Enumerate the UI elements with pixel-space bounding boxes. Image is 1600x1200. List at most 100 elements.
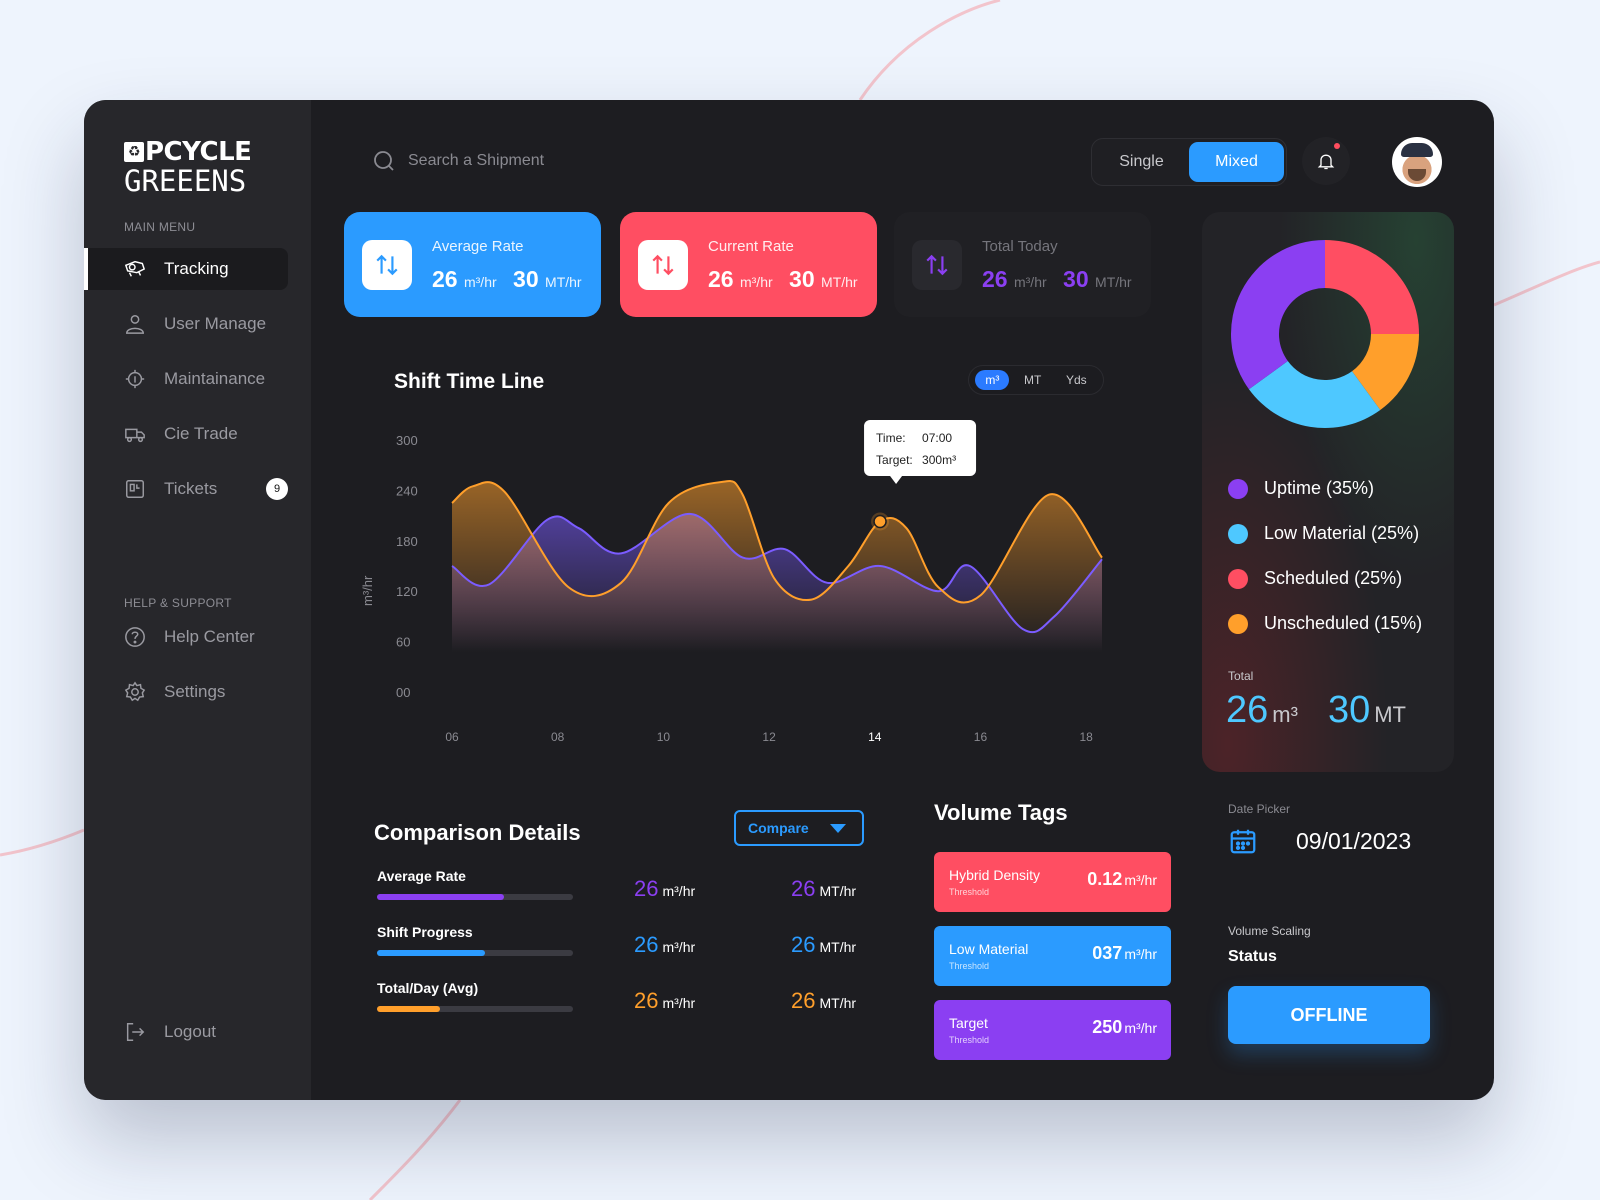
value-unit: MT/hr <box>819 995 857 1011</box>
bell-icon <box>1317 154 1335 170</box>
compare-label: Compare <box>748 820 809 836</box>
comparison-row-name: Average Rate <box>377 868 466 884</box>
y-axis-label: m³/hr <box>360 575 375 606</box>
sidebar-item-tickets[interactable]: Tickets 9 <box>88 468 288 510</box>
value-unit: MT/hr <box>819 939 857 955</box>
data-point-marker[interactable] <box>873 514 887 529</box>
sidebar-item-tracking[interactable]: Tracking <box>84 248 288 290</box>
chart-title: Shift Time Line <box>394 370 545 393</box>
search-icon <box>374 151 394 171</box>
toggle-mixed[interactable]: Mixed <box>1189 142 1284 182</box>
sidebar-item-user-manage[interactable]: User Manage <box>88 303 288 345</box>
logout-icon <box>124 1021 146 1043</box>
date-value: 09/01/2023 <box>1296 828 1412 854</box>
volume-tag-value: 0.12 m³/hr <box>1087 869 1157 890</box>
x-tick-label: 10 <box>657 730 671 744</box>
value-unit: m³/hr <box>662 883 696 899</box>
total-value-1: 26 <box>1226 689 1269 731</box>
comparison-row-name: Total/Day (Avg) <box>377 980 479 996</box>
unit-yds[interactable]: Yds <box>1065 373 1087 387</box>
progress-fill <box>377 1006 440 1012</box>
value-number: 26 <box>791 932 816 957</box>
comparison-value-2: 26 MT/hr <box>791 988 856 1014</box>
question-icon <box>124 626 146 648</box>
progress-track <box>377 1006 573 1012</box>
avatar-cap <box>1401 143 1433 157</box>
sidebar-item-help-center[interactable]: Help Center <box>88 616 288 658</box>
progress-track <box>377 894 573 900</box>
sidebar-item-maintainance[interactable]: Maintainance <box>88 358 288 400</box>
logo-line2: GREEENS <box>124 164 247 198</box>
stat-value-2: 30 <box>1063 266 1089 292</box>
legend-label: Uptime (35%) <box>1264 478 1375 498</box>
stat-unit-1: m³/hr <box>1013 274 1047 290</box>
unit-mt[interactable]: MT <box>1023 373 1042 387</box>
volume-tag[interactable]: Low Material Threshold 037 m³/hr <box>934 926 1171 986</box>
stat-label: Current Rate <box>708 238 794 255</box>
sidebar-item-cie-trade[interactable]: Cie Trade <box>88 413 288 455</box>
value-unit: m³/hr <box>662 939 696 955</box>
date-picker[interactable]: Date Picker 09/01/2023 <box>1202 790 1454 882</box>
search-bar[interactable]: Search a Shipment <box>372 148 872 174</box>
stat-values: 26 m³/hr 30 MT/hr <box>432 266 592 293</box>
sidebar: ♻ PCYCLE GREEENS MAIN MENU Tracking User … <box>84 100 311 1100</box>
dashboard-window: ♻ PCYCLE GREEENS MAIN MENU Tracking User … <box>84 100 1494 1100</box>
user-icon <box>124 313 146 335</box>
x-tick-label: 08 <box>551 730 565 744</box>
toggle-single[interactable]: Single <box>1119 153 1164 170</box>
unit-m3[interactable]: m³ <box>975 370 1010 390</box>
compare-button[interactable]: Compare <box>734 810 864 846</box>
logout-button[interactable]: Logout <box>88 1011 288 1053</box>
series-line <box>451 512 1103 634</box>
arrows-icon <box>638 240 688 290</box>
comparison-value-1: 26 m³/hr <box>634 876 695 902</box>
progress-fill <box>377 950 485 956</box>
offline-button[interactable]: OFFLINE <box>1228 986 1430 1044</box>
tooltip-value: 07:00 <box>922 431 952 445</box>
total-values: 26 m³ 30 MT <box>1226 689 1436 732</box>
legend-label: Unscheduled (15%) <box>1264 613 1423 633</box>
help-support-heading: HELP & SUPPORT <box>124 596 232 610</box>
stat-unit-2: MT/hr <box>1095 274 1132 290</box>
tickets-badge: 9 <box>266 478 288 500</box>
ticket-icon <box>124 478 146 500</box>
y-tick-label: 300 <box>396 433 418 448</box>
value-unit: m³/hr <box>1124 872 1157 888</box>
status-donut-card: Uptime (35%) Low Material (25%) Scheduled … <box>1202 212 1454 772</box>
date-picker-label: Date Picker <box>1228 802 1291 816</box>
comparison-row: Total/Day (Avg) 26 m³/hr 26 MT/hr <box>377 980 877 1030</box>
y-tick-label: 180 <box>396 534 418 549</box>
stat-value-1: 26 <box>982 266 1008 292</box>
sidebar-item-label: Tickets <box>164 479 218 498</box>
status-label: Status <box>1228 948 1277 965</box>
y-tick-label: 60 <box>396 635 410 650</box>
value-number: 26 <box>791 876 816 901</box>
logo-line1: PCYCLE <box>145 137 252 167</box>
tooltip-label: Target: <box>876 453 913 467</box>
comparison-row-name: Shift Progress <box>377 924 473 940</box>
sidebar-item-label: Maintainance <box>164 369 266 388</box>
volume-tag-value: 250 m³/hr <box>1092 1017 1157 1038</box>
value-number: 250 <box>1092 1017 1123 1037</box>
stat-unit-2: MT/hr <box>821 274 858 290</box>
search-input[interactable]: Search a Shipment <box>408 152 545 169</box>
volume-tag[interactable]: Hybrid Density Threshold 0.12 m³/hr <box>934 852 1171 912</box>
progress-track <box>377 950 573 956</box>
avatar[interactable] <box>1392 137 1442 187</box>
x-tick-label: 06 <box>445 730 459 744</box>
volume-tag[interactable]: Target Threshold 250 m³/hr <box>934 1000 1171 1060</box>
total-label: Total <box>1228 669 1254 683</box>
value-unit: m³/hr <box>1124 946 1157 962</box>
comparison-value-2: 26 MT/hr <box>791 876 856 902</box>
truck-icon <box>124 258 146 280</box>
sidebar-item-settings[interactable]: Settings <box>88 671 288 713</box>
status-donut-chart <box>1231 240 1419 428</box>
donut-legend-item: Unscheduled (15%) <box>1228 613 1422 634</box>
donut-slice <box>1248 361 1381 428</box>
delivery-truck-icon <box>124 423 146 445</box>
notification-dot <box>1334 143 1340 149</box>
value-number: 26 <box>634 876 659 901</box>
notification-button[interactable] <box>1302 137 1350 185</box>
wrench-gear-icon <box>124 368 146 390</box>
